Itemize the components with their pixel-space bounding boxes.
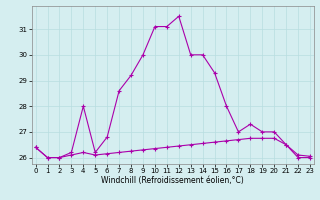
X-axis label: Windchill (Refroidissement éolien,°C): Windchill (Refroidissement éolien,°C) xyxy=(101,176,244,185)
